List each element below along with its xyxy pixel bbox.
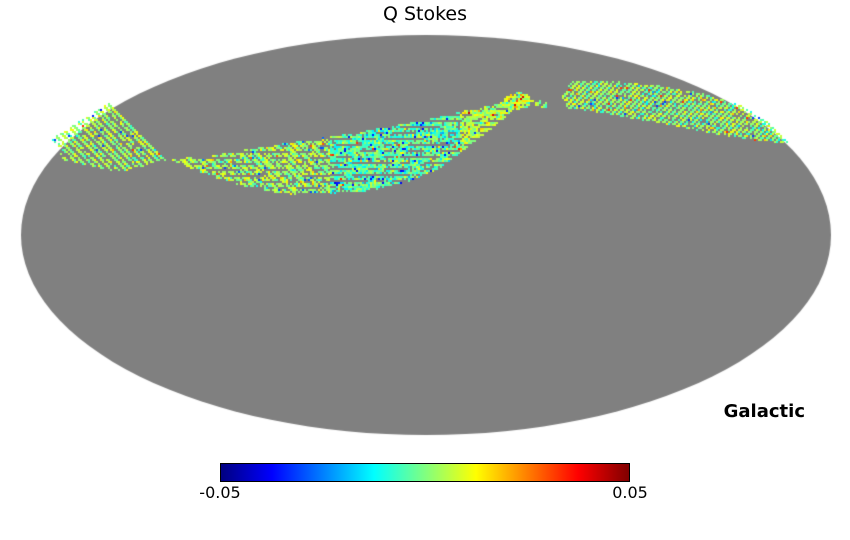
chart-title: Q Stokes (382, 3, 468, 25)
colorbar-max-label: 0.05 (612, 483, 648, 502)
colorbar (220, 463, 630, 482)
coordinate-system-label: Galactic (723, 401, 805, 422)
colorbar-min-label: -0.05 (199, 483, 241, 502)
